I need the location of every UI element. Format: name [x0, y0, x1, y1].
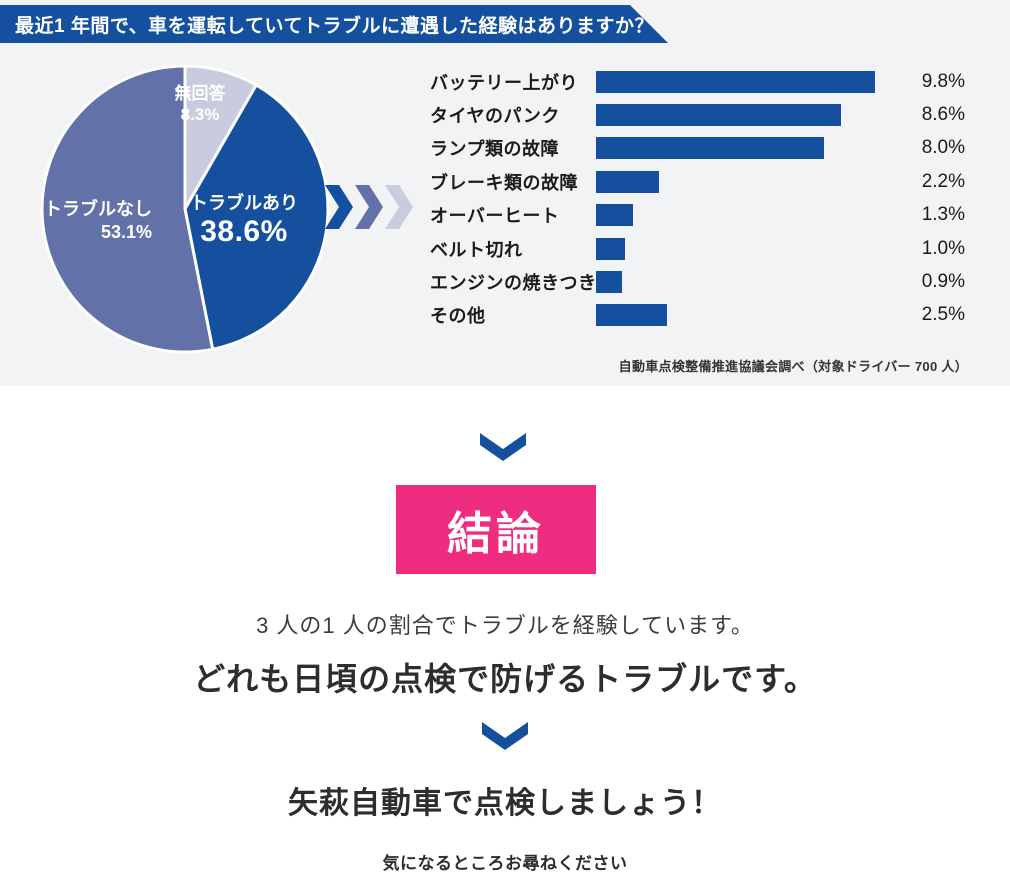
- chevron-down-icon: [482, 722, 528, 750]
- bar-track: [596, 170, 886, 193]
- conclusion-line2: どれも日頃の点検で防げるトラブルです。: [193, 661, 817, 697]
- bar: [596, 104, 841, 127]
- pie-slice: [40, 64, 215, 354]
- bar: [596, 137, 824, 160]
- chevron-right-icon: [355, 185, 383, 229]
- bar-chart: バッテリー上がり 9.8% タイヤのパンク 8.6% ランプ類の故障 8.0% ブレーキ類の…: [430, 65, 965, 332]
- bar-row: ベルト切れ 1.0%: [430, 232, 965, 265]
- bar-row: ブレーキ類の故障 2.2%: [430, 165, 965, 198]
- bar-value: 1.3%: [921, 204, 965, 226]
- bar-value: 0.9%: [921, 271, 965, 293]
- pie-slice-value: 8.3%: [180, 105, 220, 125]
- bar-track: [596, 271, 886, 294]
- bar-category-label: タイヤのパンク: [430, 106, 560, 127]
- bar: [596, 204, 633, 227]
- pie-slice-label: 無回答: [174, 84, 226, 103]
- bar-row: タイヤのパンク 8.6%: [430, 98, 965, 131]
- bar-value: 2.5%: [921, 304, 965, 326]
- pie-label-no-trouble: トラブルなし 53.1%: [22, 198, 152, 243]
- bar-category-label: オーバーヒート: [430, 206, 560, 227]
- bar-track: [596, 104, 886, 127]
- bar-track: [596, 204, 886, 227]
- source-note: 自動車点検整備推進協議会調べ（対象ドライバー 700 人）: [618, 359, 968, 374]
- bar-value: 8.0%: [921, 137, 965, 159]
- pie-chart: [40, 64, 330, 354]
- bar-track: [596, 304, 886, 327]
- chevron-right-icon: [325, 185, 353, 229]
- bar-track: [596, 137, 886, 160]
- bar: [596, 271, 622, 294]
- bar: [596, 70, 875, 93]
- pie-slice-value: 53.1%: [100, 221, 152, 242]
- pie-label-no-answer: 無回答 8.3%: [160, 83, 240, 126]
- triple-chevron-right-icon: [325, 185, 413, 229]
- bar-value: 2.2%: [921, 170, 965, 192]
- bar-row: ランプ類の故障 8.0%: [430, 132, 965, 165]
- question-banner: 最近1 年間で、車を運転していてトラブルに遭遇した経験はありますか？: [0, 5, 668, 43]
- conclusion-badge-label: 結論: [446, 508, 545, 559]
- bar-category-label: その他: [430, 306, 486, 327]
- conclusion-badge: 結論: [396, 485, 596, 574]
- bar-category-label: ベルト切れ: [430, 239, 523, 260]
- bar-value: 8.6%: [921, 104, 965, 126]
- pie-slice-value: 38.6%: [200, 214, 288, 248]
- question-title: 最近1 年間で、車を運転していてトラブルに遭遇した経験はありますか？: [15, 15, 654, 37]
- survey-section: 最近1 年間で、車を運転していてトラブルに遭遇した経験はありますか？ トラブルな…: [0, 0, 1010, 386]
- footer-note: 気になるところお尋ねください: [382, 854, 628, 873]
- bar-row: オーバーヒート 1.3%: [430, 199, 965, 232]
- bar-track: [596, 237, 886, 260]
- bar-track: [596, 70, 886, 93]
- bar-category-label: ブレーキ類の故障: [430, 172, 578, 193]
- chevron-down-icon: [480, 433, 526, 461]
- bar-row: エンジンの焼きつき 0.9%: [430, 265, 965, 298]
- bar: [596, 170, 659, 193]
- cta-text: 矢萩自動車で点検しましょう！: [288, 787, 722, 820]
- bar-row: その他 2.5%: [430, 299, 965, 332]
- bar: [596, 304, 667, 327]
- bar-category-label: バッテリー上がり: [430, 72, 578, 93]
- bar-category-label: エンジンの焼きつき: [430, 273, 597, 294]
- bar-category-label: ランプ類の故障: [430, 139, 559, 160]
- pie-slice-label: トラブルなし: [44, 199, 152, 219]
- bar-row: バッテリー上がり 9.8%: [430, 65, 965, 98]
- conclusion-section: 結論 3 人の1 人の割合でトラブルを経験しています。 どれも日頃の点検で防げる…: [0, 386, 1010, 873]
- bar: [596, 237, 625, 260]
- pie-slice: [183, 83, 330, 351]
- bar-value: 1.0%: [921, 237, 965, 259]
- conclusion-line1: 3 人の1 人の割合でトラブルを経験しています。: [256, 613, 754, 638]
- pie-label-has-trouble: トラブルあり 38.6%: [178, 192, 310, 248]
- chevron-right-icon: [385, 185, 413, 229]
- bar-value: 9.8%: [921, 70, 965, 92]
- pie-slice-label: トラブルあり: [190, 193, 298, 213]
